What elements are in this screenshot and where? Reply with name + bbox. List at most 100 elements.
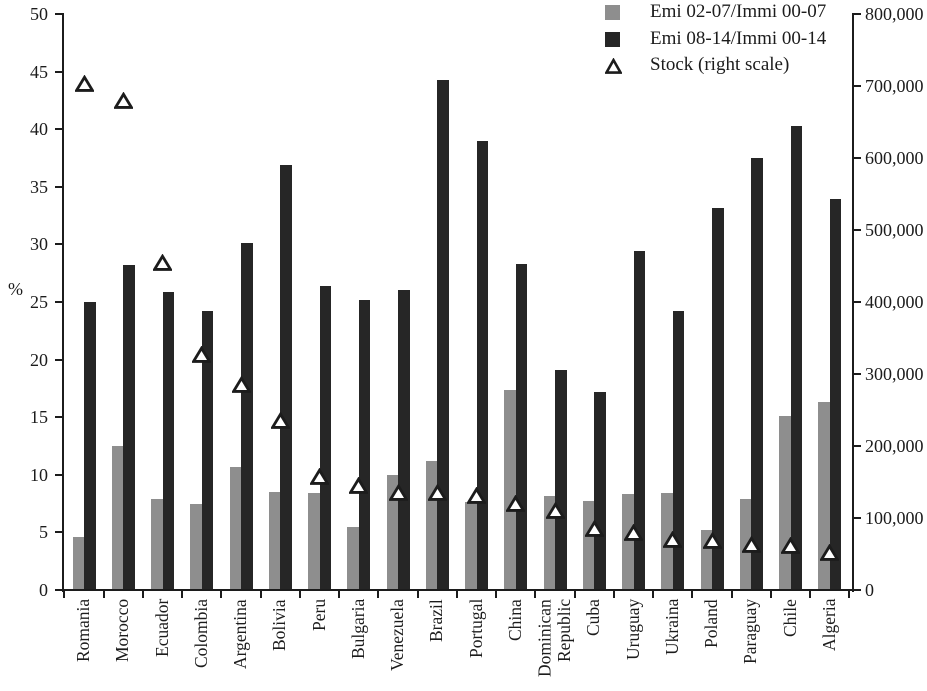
category-label-peru: Peru (308, 599, 329, 632)
bar-emi-08-14-venezuela (398, 290, 410, 590)
category-label-ukraina: Ukraina (661, 599, 682, 656)
category-label-brazil: Brazil (426, 599, 447, 642)
bar-emi-08-14-morocco (123, 265, 135, 590)
bar-emi-08-14-chile (790, 125, 802, 590)
left-axis-tick (55, 70, 63, 73)
category-tick (377, 591, 380, 598)
stock-marker-ukraina (662, 530, 684, 548)
category-label-venezuela: Venezuela (387, 599, 408, 671)
stock-marker-bulgaria (348, 476, 370, 494)
category-tick (63, 591, 66, 598)
category-tick (769, 591, 772, 598)
category-tick (259, 591, 262, 598)
bar-emi-02-07-china (504, 389, 516, 590)
bar-emi-08-14-argentina (241, 243, 253, 590)
right-axis-tick-label: 500,000 (865, 220, 924, 240)
left-axis-tick (55, 358, 63, 361)
bar-emi-02-07-paraguay (739, 498, 752, 590)
category-tick (612, 591, 615, 598)
stock-triangle-glyph (604, 56, 623, 74)
category-tick (141, 591, 144, 598)
bar-emi-08-14-romania (84, 302, 96, 590)
left-axis-tick-label: 5 (39, 522, 48, 543)
bar-emi-08-14-paraguay (751, 158, 763, 590)
category-label-algeria: Algeria (818, 599, 839, 652)
stock-marker-romania (73, 74, 95, 92)
stock-marker-algeria (819, 543, 841, 561)
bar-emi-02-07-peru (308, 493, 320, 590)
left-axis-title: % (8, 279, 23, 299)
category-tick (534, 591, 537, 598)
legend-swatch-emi-02-07-icon (605, 4, 620, 20)
right-axis-tick (853, 85, 861, 87)
left-axis-tick (55, 589, 63, 591)
category-label-colombia: Colombia (190, 599, 211, 669)
bar-emi-08-14-china (515, 263, 528, 590)
left-axis-tick-label: 30 (30, 234, 48, 255)
category-tick (691, 591, 694, 598)
left-axis-tick-label: 15 (30, 407, 48, 428)
category-label-china: China (504, 599, 525, 641)
bar-emi-08-14-colombia (201, 311, 214, 590)
stock-triangle-icon (604, 56, 623, 74)
left-axis-tick (55, 13, 63, 15)
right-axis-tick-label: 600,000 (865, 148, 924, 168)
left-axis-tick (55, 243, 63, 246)
right-axis-tick-label: 0 (865, 580, 874, 600)
left-axis-tick-label: 0 (39, 580, 48, 600)
category-label-uruguay: Uruguay (622, 599, 643, 661)
bar-emi-02-07-bulgaria (347, 526, 359, 590)
legend-item-emi-02-07: Emi 02-07/Immi 00-07 (605, 1, 826, 23)
right-axis-tick (853, 589, 861, 591)
left-axis-tick (55, 185, 63, 188)
stock-marker-colombia (191, 345, 213, 363)
stock-marker-morocco (112, 91, 134, 109)
bar-emi-08-14-poland (712, 207, 724, 590)
left-axis-tick-label: 45 (30, 61, 48, 82)
category-tick (455, 591, 458, 598)
bar-emi-08-14-cuba (594, 391, 606, 590)
category-tick (298, 591, 301, 598)
stock-marker-chile (780, 536, 801, 554)
category-tick (102, 591, 105, 598)
legend-swatch-emi-08-14-icon (605, 31, 620, 47)
stock-marker-poland (701, 531, 723, 549)
category-label-chile: Chile (779, 599, 800, 637)
bar-emi-02-07-cuba (582, 501, 595, 590)
right-axis-tick (853, 517, 861, 519)
bar-emi-08-14-bolivia (280, 164, 292, 590)
legend: Emi 02-07/Immi 00-07 Emi 08-14/Immi 00-1… (604, 0, 885, 88)
left-axis-tick (55, 416, 63, 419)
right-axis-tick (853, 373, 861, 375)
category-tick (730, 591, 733, 598)
right-axis-tick-label: 200,000 (865, 436, 924, 456)
left-axis-tick-label: 20 (30, 349, 48, 370)
stock-marker-portugal (466, 486, 487, 505)
legend-label-emi-02-07: Emi 02-07/Immi 00-07 (650, 1, 827, 22)
stock-marker-paraguay (740, 535, 762, 553)
left-axis-line (62, 13, 64, 592)
stock-marker-ecuador (152, 253, 173, 271)
bar-emi-02-07-uruguay (622, 494, 634, 590)
left-axis-tick-label: 40 (30, 119, 48, 140)
stock-marker-bolivia (269, 411, 291, 429)
stock-marker-dominican-republic (544, 501, 566, 520)
bar-emi-08-14-ukraina (672, 311, 685, 590)
category-label-romania: Romania (73, 599, 94, 663)
left-axis-tick (55, 301, 63, 303)
legend-item-stock: Stock (right scale) (604, 54, 789, 76)
bar-emi-02-07-poland (700, 530, 712, 590)
right-axis-tick-label: 100,000 (865, 508, 924, 528)
right-axis-tick-label: 400,000 (865, 292, 924, 312)
stock-marker-peru (309, 467, 330, 486)
right-axis-tick (853, 13, 861, 15)
bar-emi-08-14-peru (319, 285, 331, 590)
bar-emi-08-14-portugal (476, 140, 488, 590)
legend-label-emi-08-14: Emi 08-14/Immi 00-14 (650, 28, 827, 49)
bar-emi-02-07-dominican-republic (543, 495, 555, 590)
category-tick (220, 591, 223, 598)
bar-emi-02-07-ecuador (151, 498, 163, 590)
bar-emi-08-14-ecuador (162, 291, 174, 590)
category-label-dominican-republic: Dominican Republic (534, 599, 574, 677)
